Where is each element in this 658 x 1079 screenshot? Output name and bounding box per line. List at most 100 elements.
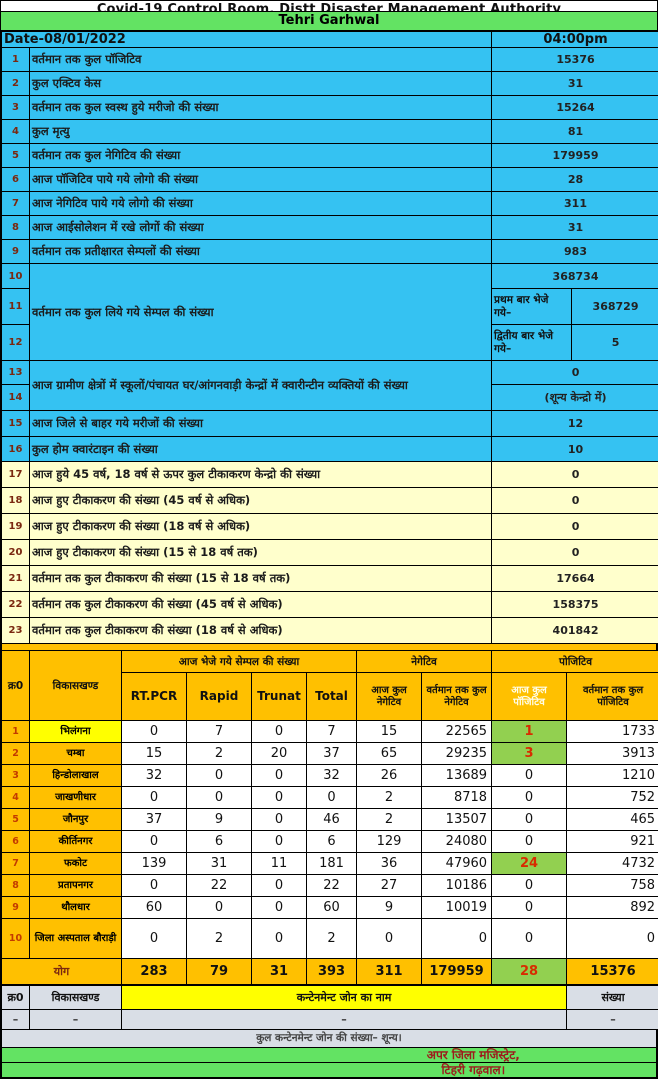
containment-header-count: संख्या xyxy=(567,986,658,1010)
block-name: जाखणीधार xyxy=(30,787,122,809)
cell-trunat: 11 xyxy=(252,853,307,875)
cell-today-positive: 1 xyxy=(492,721,567,743)
row-value: 10 xyxy=(492,437,658,462)
samples-label: वर्तमान तक कुल लिये गये सेम्पल की संख्या xyxy=(30,264,492,361)
cell-today-positive: 0 xyxy=(492,875,567,897)
cell-till-positive: 465 xyxy=(567,809,658,831)
containment-header-row: क्र0 विकासखण्ड कन्टेनमेन्ट जोन का नाम सं… xyxy=(2,986,658,1010)
block-sn: 2 xyxy=(2,743,30,765)
row-number: 19 xyxy=(2,514,30,540)
col-header-till-positive: वर्तमान तक कुल पॉजिटिव xyxy=(567,673,658,721)
first-sent-label: प्रथम बार भेजे गये– xyxy=(492,289,572,325)
row-number: 22 xyxy=(2,592,30,618)
row-label: कुल मृत्यु xyxy=(30,120,492,144)
cell-rtpcr: 60 xyxy=(122,897,187,919)
cell-today-positive: 0 xyxy=(492,765,567,787)
cell-rtpcr: 32 xyxy=(122,765,187,787)
cell-rapid: 0 xyxy=(187,765,252,787)
cell-trunat: 0 xyxy=(252,831,307,853)
signature-line-1: अपर जिला मजिस्ट्रेट, xyxy=(1,1048,657,1063)
cell-trunat: 0 xyxy=(252,919,307,959)
cell-trunat: 0 xyxy=(252,875,307,897)
col-header-rapid: Rapid xyxy=(187,673,252,721)
col-header-rtpcr: RT.PCR xyxy=(122,673,187,721)
block-row: 10 जिला अस्पताल बौराड़ी 0 2 0 2 0 0 0 0 xyxy=(2,919,658,959)
quarantine-row: 13 आज ग्रामीण क्षेत्रों में स्कूलों/पंचा… xyxy=(2,361,658,385)
total-total: 393 xyxy=(307,959,357,985)
cell-rapid: 2 xyxy=(187,919,252,959)
total-today-negative: 311 xyxy=(357,959,422,985)
cell-total: 2 xyxy=(307,919,357,959)
block-sn: 7 xyxy=(2,853,30,875)
cell-rtpcr: 139 xyxy=(122,853,187,875)
block-sn: 4 xyxy=(2,787,30,809)
report-time: 04:00pm xyxy=(492,32,658,48)
row-number: 2 xyxy=(2,72,30,96)
block-name: जिला अस्पताल बौराड़ी xyxy=(30,919,122,959)
row-number: 10 xyxy=(2,264,30,289)
cell-rtpcr: 37 xyxy=(122,809,187,831)
row-number: 21 xyxy=(2,566,30,592)
row-value: 0 xyxy=(492,488,658,514)
cell-today-negative: 26 xyxy=(357,765,422,787)
cell-rapid: 7 xyxy=(187,721,252,743)
row-number: 14 xyxy=(2,385,30,411)
cell-today-positive: 0 xyxy=(492,919,567,959)
total-rtpcr: 283 xyxy=(122,959,187,985)
cell-till-negative: 10186 xyxy=(422,875,492,897)
cell-total: 7 xyxy=(307,721,357,743)
cell-till-positive: 752 xyxy=(567,787,658,809)
row-label: आज हुए टीकाकरण की संख्या (15 से 18 वर्ष … xyxy=(30,540,492,566)
block-row: 5 जौनपुर 37 9 0 46 2 13507 0 465 xyxy=(2,809,658,831)
cell-rapid: 0 xyxy=(187,787,252,809)
row-value: 15264 xyxy=(492,96,658,120)
cell-till-negative: 13689 xyxy=(422,765,492,787)
row-label: वर्तमान तक कुल टीकाकरण की संख्या (45 वर्… xyxy=(30,592,492,618)
cell-trunat: 0 xyxy=(252,809,307,831)
cell-till-positive: 3913 xyxy=(567,743,658,765)
cell-today-positive: 0 xyxy=(492,809,567,831)
cell-total: 32 xyxy=(307,765,357,787)
total-label: योग xyxy=(2,959,122,985)
row-number: 15 xyxy=(2,411,30,437)
row-value: 158375 xyxy=(492,592,658,618)
cell-till-negative: 13507 xyxy=(422,809,492,831)
row-label: कुल एक्टिव केस xyxy=(30,72,492,96)
cell-till-negative: 8718 xyxy=(422,787,492,809)
col-group-negative: नेगेटिव xyxy=(357,651,492,673)
block-sn: 10 xyxy=(2,919,30,959)
containment-header-block: विकासखण्ड xyxy=(30,986,122,1010)
row-label: कुल होम क्वारंटाइन की संख्या xyxy=(30,437,492,462)
row-value: 81 xyxy=(492,120,658,144)
cell-rtpcr: 0 xyxy=(122,831,187,853)
row-label: वर्तमान तक कुल स्वस्थ हुये मरीजो की संख्… xyxy=(30,96,492,120)
containment-block: – xyxy=(30,1010,122,1030)
cell-trunat: 0 xyxy=(252,897,307,919)
cell-rapid: 0 xyxy=(187,897,252,919)
containment-note: कुल कन्टेनमेन्ट जोन की संख्या– शून्य। xyxy=(1,1030,657,1048)
row-label: वर्तमान तक कुल टीकाकरण की संख्या (18 वर्… xyxy=(30,618,492,644)
group-header-row: क्र0 विकासखण्ड आज भेजे गये सेम्पल की संख… xyxy=(2,651,658,673)
cell-today-negative: 15 xyxy=(357,721,422,743)
district-banner: Tehri Garhwal xyxy=(1,12,657,31)
row-value: 0 xyxy=(492,462,658,488)
row-number: 11 xyxy=(2,289,30,325)
row-label: आज नेगिटिव पाये गये लोगो की संख्या xyxy=(30,192,492,216)
block-row: 9 थौलधार 60 0 0 60 9 10019 0 892 xyxy=(2,897,658,919)
row-value: 17664 xyxy=(492,566,658,592)
row-label: आज पॉजिटिव पाये गये लोगो की संख्या xyxy=(30,168,492,192)
cell-till-negative: 10019 xyxy=(422,897,492,919)
cell-today-negative: 129 xyxy=(357,831,422,853)
col-group-positive: पोजिटिव xyxy=(492,651,658,673)
row-value: 31 xyxy=(492,216,658,240)
block-row: 2 चम्बा 15 2 20 37 65 29235 3 3913 xyxy=(2,743,658,765)
samples-total: 368734 xyxy=(492,264,658,289)
block-sn: 6 xyxy=(2,831,30,853)
